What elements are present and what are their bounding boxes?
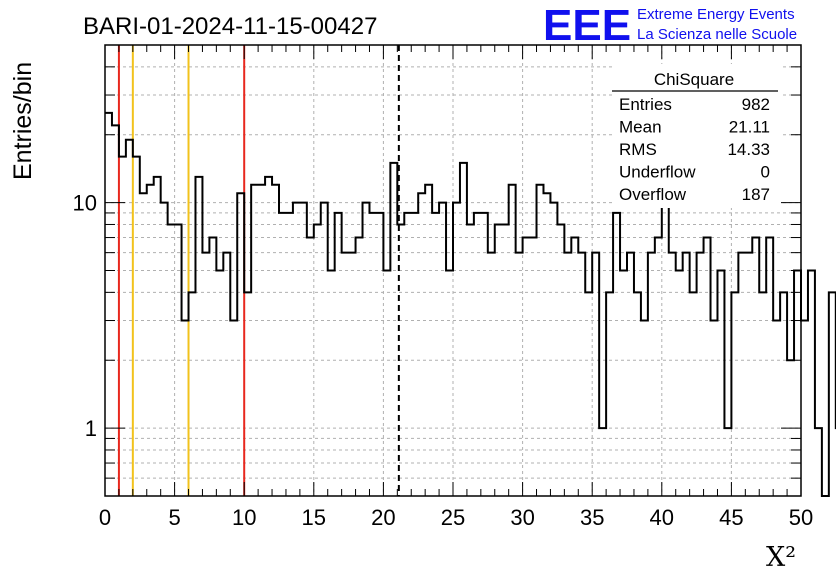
stats-box: ChiSquare Entries 982 Mean 21.11 RMS 14.33 Und… <box>612 64 780 208</box>
x-tick-label: 35 <box>580 505 604 530</box>
y-axis-label: Entries/bin <box>9 62 37 180</box>
axes: 0 5 10 15 20 25 30 35 40 45 50 1 10 <box>73 45 813 530</box>
stats-row-value: 0 <box>761 163 770 182</box>
logo-line-1: Extreme Energy Events <box>637 6 795 23</box>
eee-logo: EEE Extreme Energy Events La Scienza nel… <box>543 1 797 50</box>
x-tick-label: 50 <box>789 505 813 530</box>
stats-row-value: 21.11 <box>729 118 770 137</box>
stats-row-label: Entries <box>619 95 672 114</box>
stats-row-label: Overflow <box>619 185 687 204</box>
x-tick-label: 20 <box>371 505 395 530</box>
x-tick-label: 40 <box>650 505 674 530</box>
stats-name: ChiSquare <box>654 70 734 89</box>
stats-row-value: 187 <box>742 185 770 204</box>
logo-line-2: La Scienza nelle Scuole <box>637 26 797 43</box>
x-tick-label: 30 <box>510 505 534 530</box>
x-tick-label: 0 <box>99 505 111 530</box>
stats-row-value: 14.33 <box>727 140 770 159</box>
histogram <box>105 111 836 497</box>
stats-row-value: 982 <box>742 95 770 114</box>
x-axis-label: X² <box>766 542 796 572</box>
logo-mark: EEE <box>543 1 631 50</box>
stats-row-label: Underflow <box>619 163 696 182</box>
x-tick-label: 15 <box>302 505 326 530</box>
stats-row-label: Mean <box>619 118 662 137</box>
y-tick-label: 1 <box>85 416 97 441</box>
x-tick-label: 10 <box>232 505 256 530</box>
y-tick-label: 10 <box>73 191 97 216</box>
histogram-outline <box>105 111 836 497</box>
x-tick-label: 25 <box>441 505 465 530</box>
x-tick-label: 5 <box>168 505 180 530</box>
chart-title: BARI-01-2024-11-15-00427 <box>83 13 377 40</box>
stats-rows: Entries 982 Mean 21.11 RMS 14.33 Underflow 0 Ove… <box>619 95 770 204</box>
threshold-lines <box>117 45 400 496</box>
x-tick-label: 45 <box>719 505 743 530</box>
stats-row-label: RMS <box>619 140 657 159</box>
stats-box-background <box>612 64 780 208</box>
